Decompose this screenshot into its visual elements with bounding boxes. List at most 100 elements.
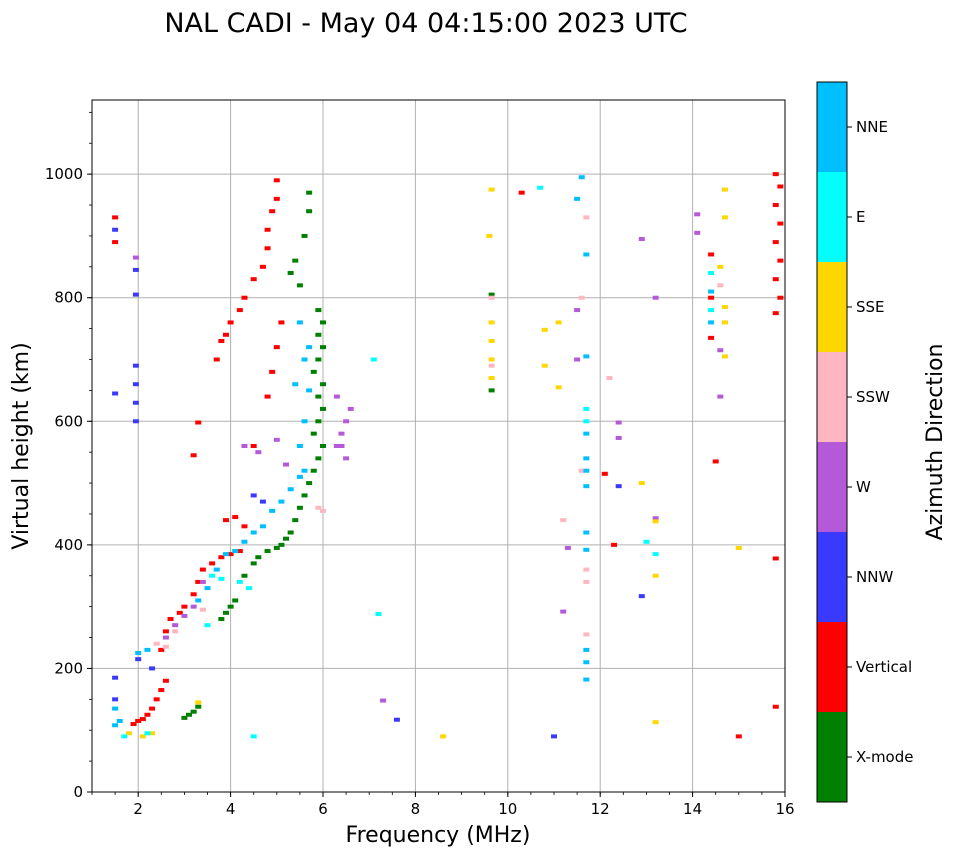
data-point <box>255 555 262 560</box>
data-point <box>652 519 659 524</box>
data-point <box>583 431 590 436</box>
data-point <box>259 499 266 504</box>
colorbar-swatch <box>817 622 847 712</box>
data-point <box>541 327 548 332</box>
data-point <box>199 607 206 612</box>
series-sse <box>125 187 742 739</box>
series-vertical <box>112 172 784 739</box>
data-point <box>708 289 715 294</box>
data-point <box>218 576 225 581</box>
data-point <box>772 556 779 561</box>
data-point <box>273 345 280 350</box>
data-point <box>310 468 317 473</box>
y-tick-label: 800 <box>54 289 83 307</box>
data-point <box>292 382 299 387</box>
colorbar: X-mode Vertical NNW W SSW SSE E NNE <box>816 81 913 803</box>
data-point <box>301 493 308 498</box>
data-point <box>250 493 257 498</box>
data-point <box>347 406 354 411</box>
data-point <box>112 697 119 702</box>
data-point <box>735 734 742 739</box>
data-point <box>181 715 188 720</box>
data-point <box>153 641 160 646</box>
data-point <box>777 295 784 300</box>
data-point <box>343 419 350 424</box>
data-point <box>583 547 590 552</box>
data-point <box>236 549 243 554</box>
data-point <box>167 617 174 621</box>
y-tick-label: 200 <box>54 659 83 677</box>
x-tick-label: 6 <box>318 800 328 818</box>
data-point <box>541 363 548 368</box>
data-point <box>135 650 142 655</box>
data-point <box>615 420 622 425</box>
data-point <box>287 530 294 535</box>
data-point <box>583 530 590 535</box>
data-point <box>241 573 248 578</box>
data-point <box>250 444 257 448</box>
series-w <box>132 212 724 703</box>
data-point <box>564 545 571 550</box>
colorbar-swatch <box>817 352 847 442</box>
data-point <box>488 187 495 192</box>
data-point <box>638 481 645 486</box>
data-point <box>232 515 239 520</box>
data-point <box>777 258 784 263</box>
data-point <box>370 357 377 362</box>
data-point <box>132 267 139 272</box>
data-point <box>393 717 400 722</box>
data-point <box>204 623 211 628</box>
data-point <box>320 382 326 387</box>
data-point <box>717 394 724 399</box>
data-point <box>241 295 248 300</box>
colorbar-label: SSE <box>856 298 885 316</box>
data-point <box>296 320 303 325</box>
data-point <box>606 376 613 381</box>
data-point <box>320 345 326 350</box>
data-point <box>296 444 303 448</box>
data-point <box>250 277 257 282</box>
data-point <box>218 555 225 560</box>
data-point <box>112 240 119 245</box>
data-point <box>172 623 179 628</box>
data-point <box>121 734 128 739</box>
data-point <box>488 357 495 362</box>
series-ssw <box>153 215 724 649</box>
x-tick-label: 10 <box>498 800 517 818</box>
data-point <box>112 215 119 220</box>
x-tick-label: 2 <box>133 800 143 818</box>
data-point <box>735 545 742 550</box>
data-point <box>162 629 169 634</box>
data-point <box>190 709 197 714</box>
colorbar-label: X-mode <box>856 748 913 766</box>
data-point <box>777 184 784 189</box>
data-point <box>717 264 724 269</box>
data-point <box>204 586 211 591</box>
data-point <box>283 462 290 467</box>
colorbar-frame <box>816 81 848 803</box>
colorbar-swatch <box>817 532 847 622</box>
data-point <box>195 700 202 705</box>
data-point <box>227 320 234 325</box>
data-point <box>333 394 340 399</box>
data-point <box>246 586 253 591</box>
data-point <box>149 666 156 671</box>
colorbar-swatch <box>817 172 847 262</box>
colorbar-swatch <box>817 82 847 172</box>
data-point <box>222 332 229 337</box>
data-point <box>488 320 495 325</box>
data-point <box>338 444 345 448</box>
data-point <box>578 175 585 180</box>
y-tick-label: 600 <box>54 412 83 430</box>
data-point <box>694 230 701 235</box>
data-point <box>306 190 313 195</box>
data-point <box>583 660 590 665</box>
data-point <box>601 471 608 476</box>
data-point <box>209 573 216 578</box>
data-point <box>694 212 701 217</box>
data-point <box>199 567 206 572</box>
data-point <box>583 468 590 473</box>
data-point <box>320 320 326 325</box>
data-point <box>296 283 303 288</box>
